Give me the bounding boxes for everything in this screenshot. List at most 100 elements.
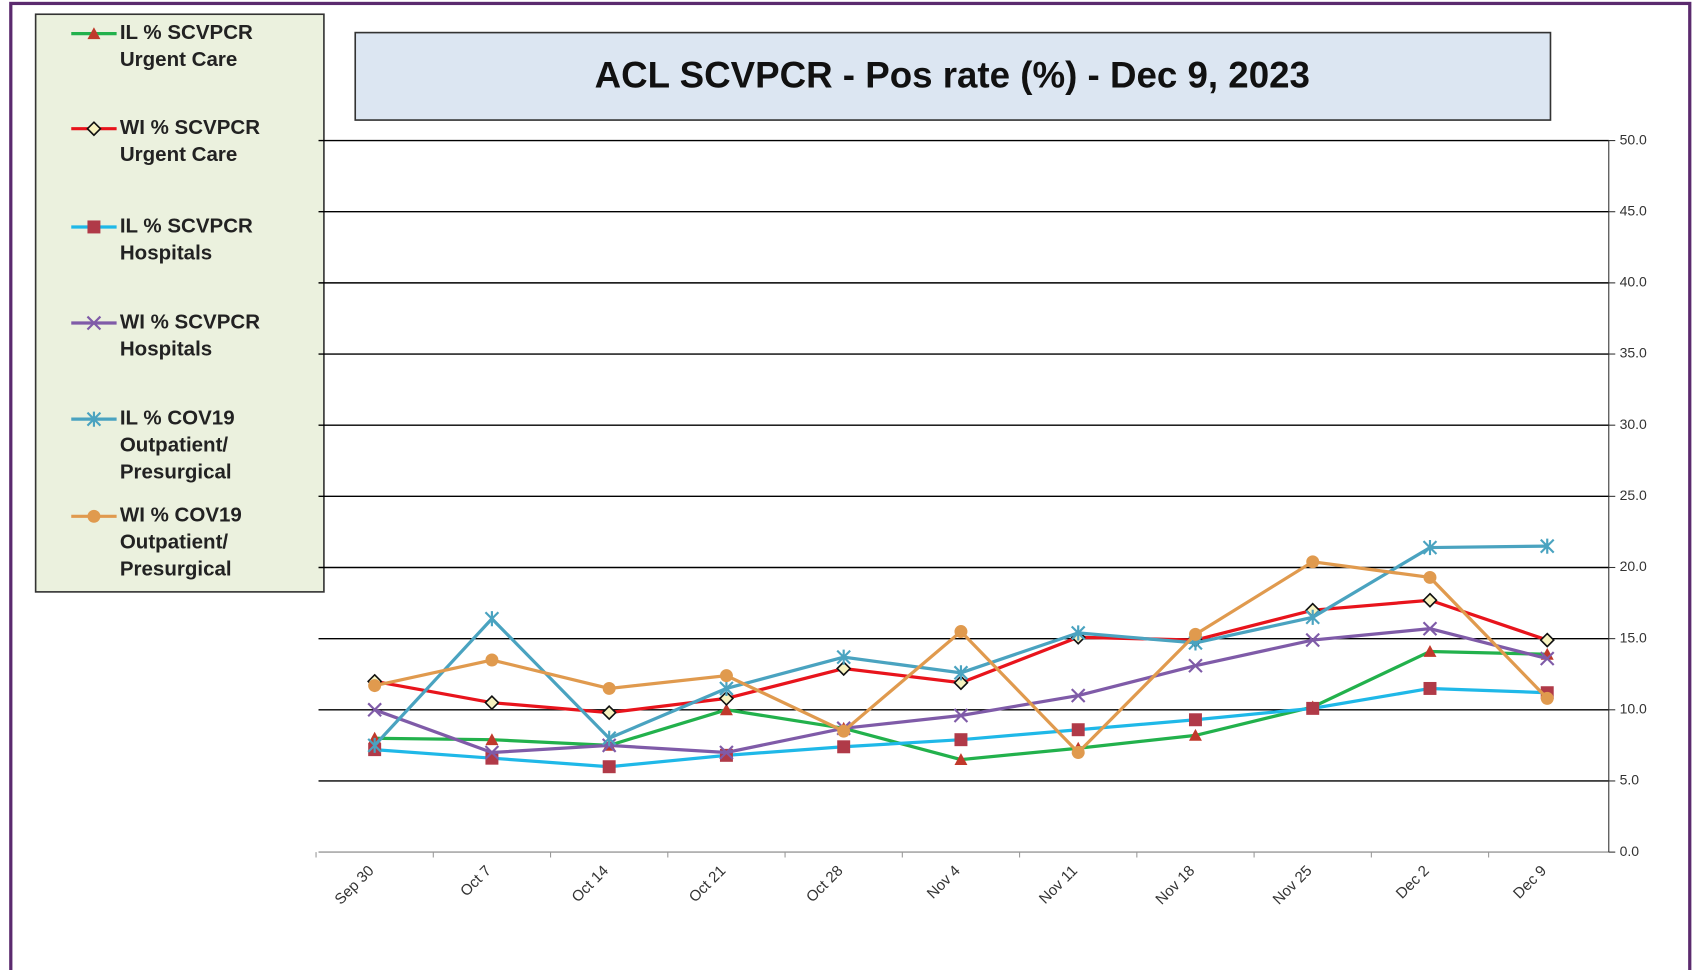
marker	[87, 509, 101, 523]
series-line	[374, 560, 1549, 755]
frame	[9, 1, 1692, 970]
legend-text: IL % SCVPCR Urgent Care	[119, 21, 253, 72]
marker	[367, 737, 382, 753]
marker	[1188, 713, 1202, 727]
legend-label: WI % SCVPCR Urgent Care	[119, 116, 261, 167]
marker	[954, 733, 968, 747]
marker	[1422, 621, 1438, 636]
x-tick-label: Dec 9	[1510, 862, 1550, 902]
marker	[719, 745, 734, 760]
legend-label: WI % COV19 Outpatient/ Presurgical	[119, 504, 242, 582]
marker	[1423, 570, 1437, 584]
marker	[485, 653, 499, 667]
chart-title: ACL SCVPCR - Pos rate (%) - Dec 9, 2023	[595, 55, 1310, 96]
marker	[602, 681, 616, 695]
marker	[86, 411, 102, 427]
marker	[484, 745, 500, 760]
marker	[602, 760, 616, 774]
x-tick-label: Oct 14	[569, 862, 612, 905]
marker	[1070, 688, 1086, 703]
marker	[367, 702, 382, 718]
legend-label: IL % COV19 Outpatient/ Presurgical	[119, 407, 235, 484]
marker	[837, 740, 851, 754]
series	[367, 592, 1555, 721]
y-tick-label: 10.0	[1620, 701, 1647, 717]
marker	[953, 675, 969, 691]
marker	[86, 121, 102, 137]
x-tick-label: Nov 25	[1270, 862, 1316, 908]
legend-items: IL % SCVPCR Urgent Care WI % SCVPCR Urgen…	[71, 21, 261, 582]
series-line	[374, 598, 1548, 715]
marker	[1305, 632, 1320, 648]
y-tick-label: 15.0	[1620, 629, 1647, 645]
x-tick-label: Nov 4	[924, 862, 964, 902]
marker	[954, 753, 968, 766]
legend-label: WI % SCVPCR Hospitals	[119, 311, 261, 361]
series	[367, 538, 1555, 753]
marker	[1539, 538, 1555, 554]
x-tick-label: Nov 18	[1152, 862, 1198, 908]
marker	[1539, 651, 1555, 666]
x-tick-label: Dec 2	[1393, 862, 1433, 902]
legend-text: WI % SCVPCR Urgent Care	[119, 116, 261, 167]
marker	[1071, 746, 1085, 759]
marker	[953, 708, 969, 723]
marker	[1188, 627, 1202, 641]
marker	[1306, 555, 1320, 569]
marker	[1423, 681, 1437, 695]
marker	[368, 679, 382, 693]
marker	[1188, 658, 1203, 673]
y-tick-label: 20.0	[1620, 558, 1647, 574]
marker	[484, 695, 500, 711]
marker	[719, 703, 733, 716]
marker	[601, 730, 617, 746]
legend-text: IL % COV19 Outpatient/ Presurgical	[119, 407, 235, 484]
marker	[836, 660, 852, 677]
y-tick-label: 30.0	[1620, 416, 1647, 432]
marker	[1306, 701, 1320, 715]
marker	[954, 625, 968, 639]
x-tick-label: Sep 30	[332, 862, 378, 908]
marker	[485, 733, 499, 746]
marker	[484, 611, 500, 627]
y-tick-label: 50.0	[1620, 131, 1647, 147]
marker	[1539, 632, 1555, 648]
y-tick-label: 40.0	[1620, 274, 1647, 290]
marker	[86, 315, 102, 331]
legend-text: WI % SCVPCR Hospitals	[119, 311, 261, 361]
marker	[719, 680, 734, 697]
y-tick-label: 35.0	[1620, 345, 1647, 361]
x-tick-label: Oct 7	[457, 862, 495, 900]
marker	[1422, 592, 1438, 608]
marker	[1423, 644, 1437, 657]
x-tick-label: Oct 28	[803, 862, 846, 905]
marker	[87, 27, 101, 40]
marker	[837, 724, 851, 738]
legend-label: IL % SCVPCR Urgent Care	[119, 21, 253, 72]
y-tick-label: 45.0	[1620, 202, 1647, 218]
marker	[601, 705, 617, 721]
marker	[1188, 728, 1202, 741]
legend-text: WI % COV19 Outpatient/ Presurgical	[119, 504, 242, 582]
legend	[34, 13, 325, 593]
marker	[1305, 609, 1320, 625]
marker	[1071, 723, 1085, 737]
x-tick-label: Nov 11	[1036, 862, 1081, 907]
series	[368, 644, 1554, 766]
series	[368, 555, 1554, 759]
marker	[1540, 691, 1554, 705]
marker	[87, 220, 101, 234]
marker	[718, 690, 735, 707]
y-tick-label: 5.0	[1620, 772, 1640, 788]
title-box	[354, 31, 1552, 121]
marker	[1422, 540, 1438, 556]
marker	[1070, 625, 1086, 641]
marker	[836, 649, 851, 665]
marker	[719, 669, 733, 683]
marker	[953, 665, 969, 681]
y-tick-label: 25.0	[1620, 487, 1647, 503]
x-tick-label: Oct 21	[686, 862, 729, 905]
y-tick-label: 0.0	[1620, 843, 1640, 859]
